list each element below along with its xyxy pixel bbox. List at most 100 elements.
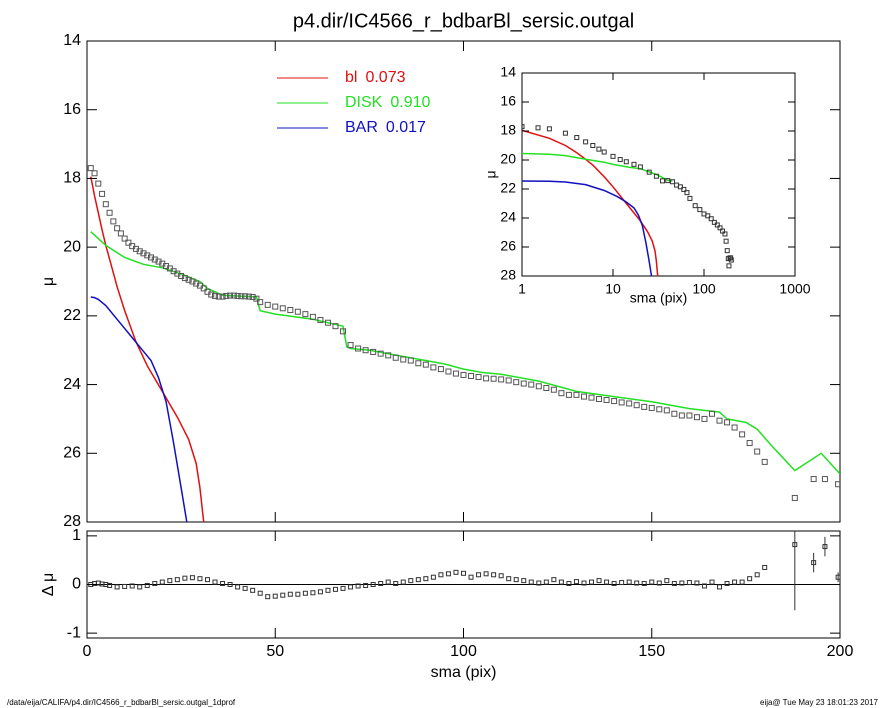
data-point: [626, 400, 633, 407]
data-point: [189, 575, 195, 581]
data-point: [400, 356, 407, 363]
data-point: [724, 248, 730, 254]
data-point: [677, 184, 683, 190]
data-point: [348, 584, 354, 590]
data-point: [272, 593, 278, 599]
plot-area: [87, 165, 840, 522]
data-point: [393, 581, 399, 587]
data-point: [513, 379, 520, 386]
data-point: [708, 410, 715, 417]
y-tick-label: 22: [500, 180, 516, 196]
data-point: [185, 276, 192, 283]
data-point: [476, 572, 482, 578]
data-point: [253, 295, 260, 302]
data-point: [641, 581, 647, 587]
data-point: [611, 398, 618, 405]
data-point: [437, 366, 444, 373]
data-point: [709, 579, 715, 585]
data-point: [520, 380, 527, 387]
data-point: [498, 573, 504, 579]
data-point: [468, 372, 475, 379]
y-axis-label: μ: [483, 170, 499, 178]
data-point: [122, 583, 128, 589]
data-point: [475, 374, 482, 381]
data-point: [438, 572, 444, 578]
legend-label: DISK: [345, 94, 383, 111]
y-tick-label: 28: [500, 267, 516, 283]
data-point: [610, 153, 616, 159]
data-point: [129, 583, 135, 589]
data-point: [679, 580, 685, 586]
data-point: [671, 410, 678, 417]
data-point: [603, 397, 610, 404]
y-tick-label: 20: [500, 151, 516, 167]
model-line: [522, 180, 653, 276]
data-point: [223, 292, 230, 299]
data-point: [822, 544, 828, 550]
data-point: [423, 576, 429, 582]
data-point: [200, 285, 207, 292]
data-point: [491, 572, 497, 578]
data-point: [385, 352, 392, 359]
data-point: [385, 579, 391, 585]
footer-left: /data/eija/CALIFA/p4.dir/IC4566_r_bdbarB…: [7, 698, 236, 707]
y-tick-label: 20: [63, 238, 81, 255]
y-tick-label: 22: [63, 307, 81, 324]
data-point: [601, 149, 607, 155]
data-point: [400, 579, 406, 585]
data-point: [637, 164, 643, 170]
data-point: [280, 592, 286, 598]
data-point: [762, 564, 768, 570]
legend-label: BAR: [345, 119, 378, 136]
data-point: [99, 190, 106, 197]
data-point: [227, 582, 233, 587]
data-point: [792, 542, 798, 548]
data-point: [355, 583, 361, 589]
data-point: [694, 580, 700, 586]
y-tick-label: 24: [500, 209, 516, 225]
y-tick-label: 18: [500, 122, 516, 138]
data-point: [483, 375, 490, 382]
data-point: [596, 146, 602, 152]
data-point: [257, 299, 264, 306]
model-line: [522, 129, 659, 276]
legend-fraction: 0.910: [390, 94, 430, 111]
data-point: [422, 361, 429, 368]
data-point: [681, 186, 687, 192]
data-point: [596, 396, 603, 403]
data-point: [562, 130, 568, 136]
y-tick-label: 24: [63, 376, 81, 393]
data-point: [234, 292, 241, 299]
x-axis-label: sma (pix): [630, 290, 688, 306]
data-point: [717, 584, 723, 590]
data-point: [669, 179, 675, 185]
data-point: [452, 370, 459, 377]
data-point: [490, 375, 497, 382]
y-tick-label: 26: [63, 445, 81, 462]
data-point: [665, 178, 671, 184]
data-point: [754, 448, 761, 455]
data-point: [717, 225, 723, 231]
data-point: [461, 570, 466, 576]
data-point: [468, 574, 474, 580]
y-tick-label: -1: [67, 624, 81, 641]
data-point: [684, 190, 690, 196]
data-point: [623, 159, 629, 165]
data-point: [332, 586, 338, 592]
data-point: [110, 218, 117, 225]
data-point: [566, 581, 572, 587]
data-point: [415, 577, 421, 583]
data-point: [731, 424, 738, 431]
y-tick-label: 1: [72, 527, 81, 544]
data-point: [324, 319, 331, 326]
data-point: [287, 591, 293, 597]
data-point: [505, 377, 512, 384]
data-point: [235, 584, 241, 590]
data-point: [219, 293, 226, 300]
data-point: [370, 582, 376, 587]
data-point: [580, 393, 587, 400]
data-point: [521, 578, 527, 584]
data-point: [708, 216, 714, 222]
